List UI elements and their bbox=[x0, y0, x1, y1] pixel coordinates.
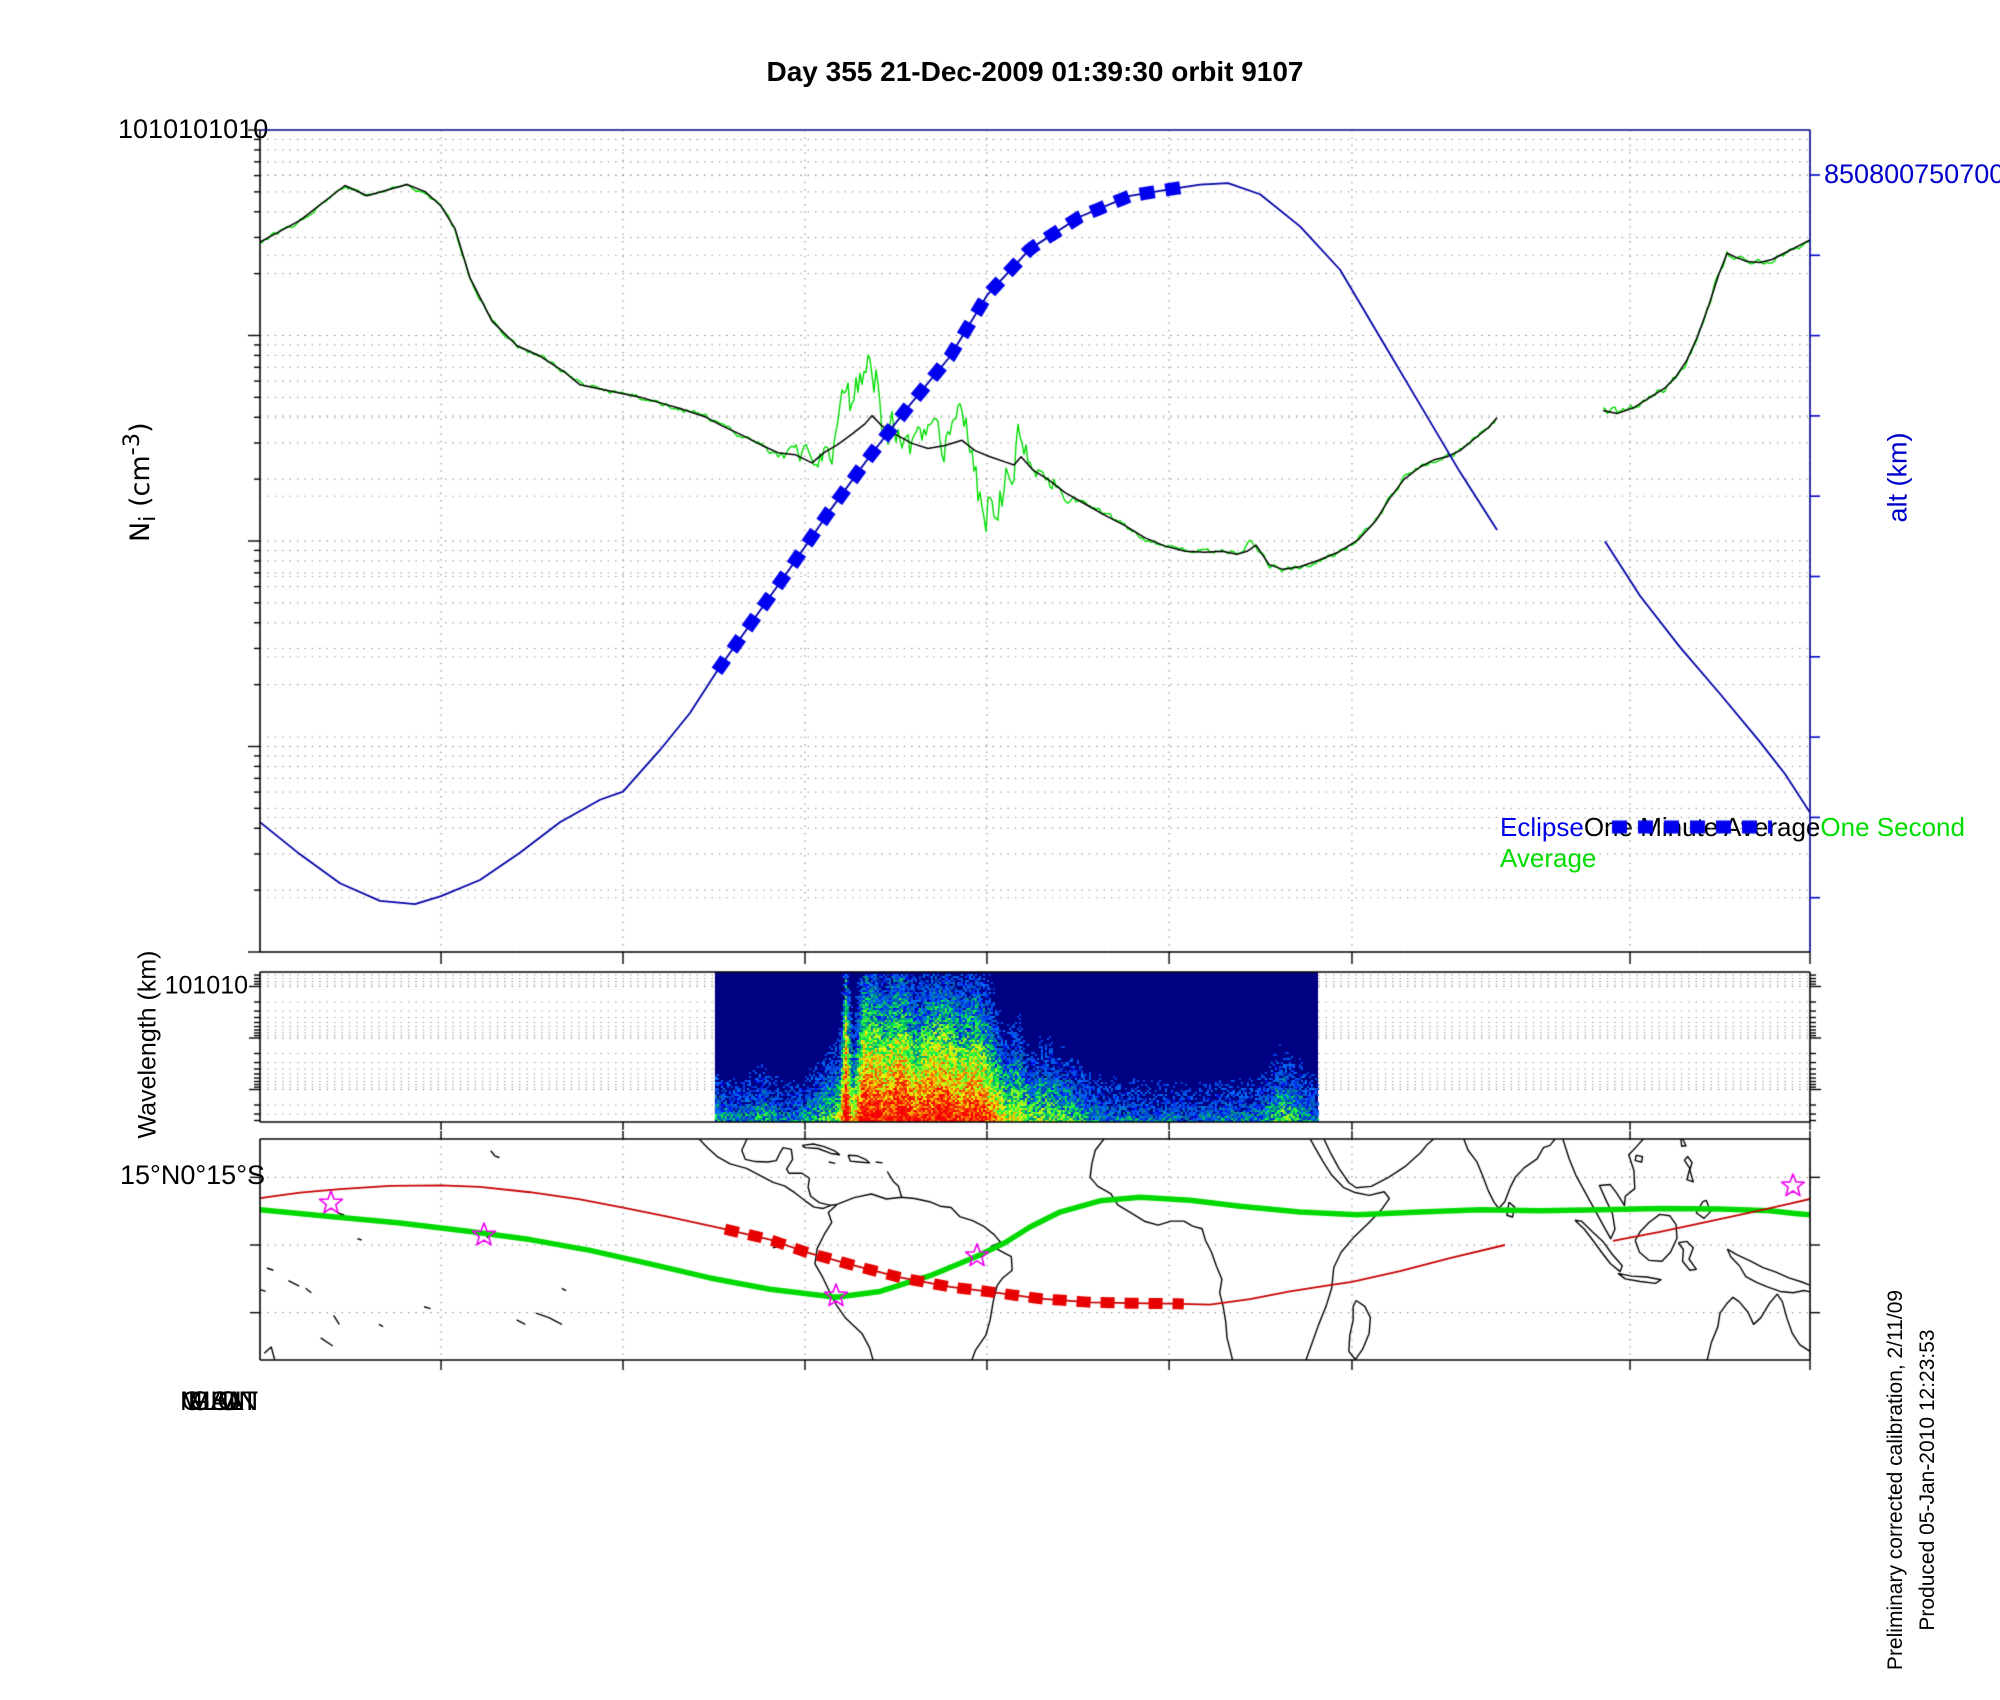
wavelength-axis-label: Wavelength (km) bbox=[133, 950, 162, 1139]
density-axis-label: Ni (cm-3) bbox=[118, 422, 162, 543]
side-annotation-line2: Produced 05-Jan-2010 12:23:53 bbox=[1916, 1329, 1939, 1631]
page-title: Day 355 21-Dec-2009 01:39:30 orbit 9107 bbox=[766, 56, 1304, 87]
side-annotation-line1: Preliminary corrected calibration, 2/11/… bbox=[1884, 1289, 1907, 1671]
altitude-axis-label: alt (km) bbox=[1882, 432, 1913, 523]
